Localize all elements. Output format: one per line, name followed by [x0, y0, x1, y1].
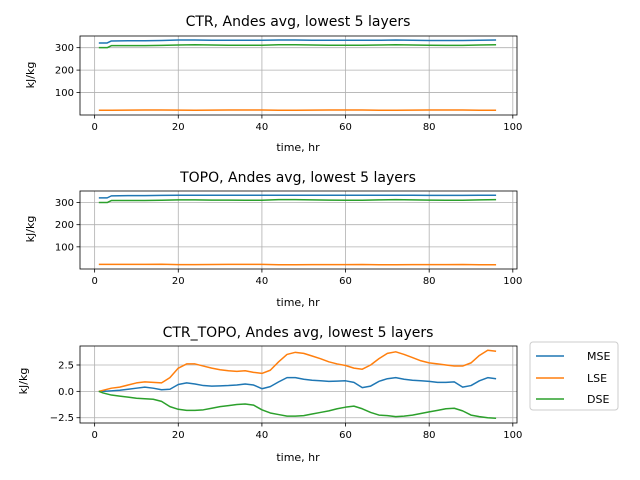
x-tick-label: 20: [172, 276, 185, 287]
x-tick-label: 100: [503, 276, 522, 287]
panel-diff-title: CTR_TOPO, Andes avg, lowest 5 layers: [163, 325, 434, 341]
legend-label-mse: MSE: [587, 350, 610, 363]
x-tick-label: 0: [91, 276, 97, 287]
x-tick-label: 80: [423, 430, 436, 441]
panel-ctr-xlabel: time, hr: [276, 141, 320, 154]
series-line-mse: [98, 376, 497, 393]
axes-frame: [79, 190, 518, 270]
plot-area-topo: 0 20 40 60 80 100 100 200 300: [55, 190, 522, 287]
x-tick-label: 60: [339, 430, 352, 441]
series-line-dse: [98, 44, 497, 49]
series-line-lse: [98, 349, 497, 393]
legend: MSE LSE DSE: [529, 341, 619, 411]
y-tick-label: 0.0: [58, 387, 74, 398]
plot-area-diff: 0 20 40 60 80 100 −2.5 0.0 2.5: [50, 345, 522, 441]
axes-frame: [79, 345, 518, 424]
y-tick-label: 100: [55, 88, 74, 99]
legend-label-dse: DSE: [587, 393, 609, 406]
y-tick-label: 100: [55, 242, 74, 253]
x-tick-label: 100: [503, 430, 522, 441]
panel-topo-ylabel: kJ/kg: [24, 216, 37, 243]
x-tick-label: 0: [91, 430, 97, 441]
panel-diff-xlabel: time, hr: [276, 451, 320, 464]
y-tick-label: 300: [55, 43, 74, 54]
x-tick-label: 40: [256, 122, 269, 133]
series-line-dse: [98, 198, 497, 204]
panel-diff: CTR_TOPO, Andes avg, lowest 5 layers tim…: [17, 325, 433, 464]
axes-frame: [79, 35, 518, 116]
y-tick-label: −2.5: [50, 413, 74, 424]
series-line-lse: [98, 263, 497, 266]
x-tick-label: 60: [339, 276, 352, 287]
y-tick-label: 200: [55, 66, 74, 77]
panel-ctr-ylabel: kJ/kg: [24, 62, 37, 89]
panel-topo-title: TOPO, Andes avg, lowest 5 layers: [179, 170, 416, 186]
x-tick-label: 80: [423, 276, 436, 287]
x-tick-label: 100: [503, 122, 522, 133]
plot-area-ctr: 0 20 40 60 80 100 100 200 300: [55, 35, 522, 133]
panel-topo: TOPO, Andes avg, lowest 5 layers time, h…: [24, 170, 416, 309]
legend-frame: [529, 341, 619, 411]
panel-topo-xlabel: time, hr: [276, 296, 320, 309]
x-tick-label: 60: [339, 122, 352, 133]
y-tick-label: 300: [55, 198, 74, 209]
x-tick-label: 20: [172, 122, 185, 133]
panel-ctr: CTR, Andes avg, lowest 5 layers time, hr…: [24, 14, 410, 154]
legend-label-lse: LSE: [587, 372, 607, 385]
y-tick-label: 2.5: [58, 360, 74, 371]
series-line-dse: [98, 390, 497, 419]
x-tick-label: 40: [256, 276, 269, 287]
x-tick-label: 40: [256, 430, 269, 441]
x-tick-label: 20: [172, 430, 185, 441]
panel-diff-ylabel: kJ/kg: [17, 368, 30, 395]
panel-ctr-title: CTR, Andes avg, lowest 5 layers: [186, 14, 411, 30]
y-tick-label: 200: [55, 220, 74, 231]
x-tick-label: 0: [91, 122, 97, 133]
x-tick-label: 80: [423, 122, 436, 133]
series-line-mse: [98, 39, 497, 44]
series-line-mse: [98, 194, 497, 199]
